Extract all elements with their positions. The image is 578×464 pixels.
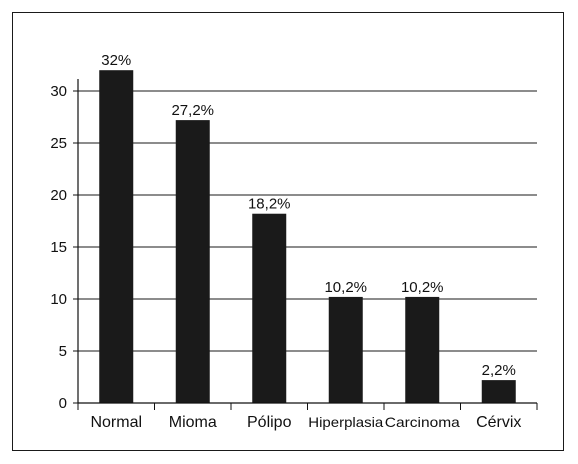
bar-carcinoma <box>405 296 440 403</box>
data-labels: 32% 27,2% 18,2% 10,2% 10,2% 2,2% <box>101 52 516 379</box>
data-label: 27,2% <box>171 102 214 119</box>
y-tick-labels: 0 5 10 15 20 25 30 <box>50 83 67 412</box>
y-tick-label: 5 <box>59 343 67 360</box>
bar-mioma <box>175 120 210 404</box>
x-tick-label: Normal <box>90 414 142 431</box>
bar-normal <box>99 70 134 403</box>
data-label: 32% <box>101 52 131 69</box>
y-tick-label: 0 <box>59 395 67 412</box>
x-tick-label: Carcinoma <box>385 414 460 430</box>
y-tick-label: 15 <box>50 239 67 256</box>
x-tick-labels: Normal Mioma Pólipo Hiperplasia Carcinoma Cér… <box>90 414 521 431</box>
data-label: 10,2% <box>401 279 444 296</box>
x-tick-label: Hiperplasia <box>308 414 383 430</box>
bar-cérvix <box>481 380 516 403</box>
bar-pólipo <box>252 213 287 403</box>
y-tick-label: 20 <box>50 187 67 204</box>
bar-hiperplasia <box>328 296 363 403</box>
y-tick-label: 30 <box>50 83 67 100</box>
y-tick-label: 10 <box>50 291 67 308</box>
data-label: 18,2% <box>248 196 291 213</box>
bars <box>99 70 516 404</box>
data-label: 10,2% <box>324 279 367 296</box>
x-tick-label: Pólipo <box>247 414 292 431</box>
x-tick-label: Mioma <box>169 414 217 431</box>
data-label: 2,2% <box>482 362 516 379</box>
axes <box>73 79 538 410</box>
gridlines <box>78 90 537 352</box>
x-tick-label: Cérvix <box>476 414 521 431</box>
y-tick-label: 25 <box>50 135 67 152</box>
